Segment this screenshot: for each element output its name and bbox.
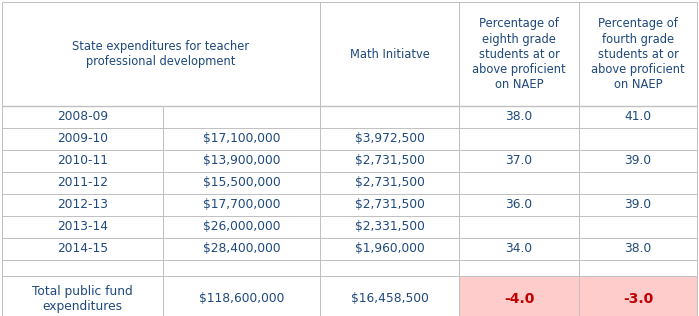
Text: 2010-11: 2010-11 bbox=[57, 155, 108, 167]
Text: -4.0: -4.0 bbox=[504, 292, 534, 306]
Text: Percentage of
fourth grade
students at or
above proficient
on NAEP: Percentage of fourth grade students at o… bbox=[591, 17, 685, 90]
Bar bbox=[579, 276, 697, 316]
Bar bbox=[2, 128, 697, 150]
Text: 2008-09: 2008-09 bbox=[57, 111, 108, 124]
Bar bbox=[2, 238, 697, 260]
Text: 38.0: 38.0 bbox=[624, 242, 651, 256]
Text: $16,458,500: $16,458,500 bbox=[351, 293, 428, 306]
Text: $3,972,500: $3,972,500 bbox=[354, 132, 424, 145]
Text: 34.0: 34.0 bbox=[505, 242, 533, 256]
Text: 37.0: 37.0 bbox=[505, 155, 533, 167]
Text: 2013-14: 2013-14 bbox=[57, 221, 108, 234]
Text: $28,400,000: $28,400,000 bbox=[203, 242, 280, 256]
Text: Math Initiatve: Math Initiatve bbox=[350, 47, 429, 60]
Text: $1,960,000: $1,960,000 bbox=[354, 242, 424, 256]
Bar bbox=[2, 106, 697, 128]
Text: $2,731,500: $2,731,500 bbox=[354, 177, 424, 190]
Text: 2009-10: 2009-10 bbox=[57, 132, 108, 145]
Text: 36.0: 36.0 bbox=[505, 198, 533, 211]
Text: $15,500,000: $15,500,000 bbox=[203, 177, 280, 190]
Bar bbox=[2, 276, 697, 316]
Bar bbox=[2, 172, 697, 194]
Text: $17,700,000: $17,700,000 bbox=[203, 198, 280, 211]
Bar bbox=[2, 150, 697, 172]
Text: $17,100,000: $17,100,000 bbox=[203, 132, 280, 145]
Text: $2,731,500: $2,731,500 bbox=[354, 198, 424, 211]
Text: $26,000,000: $26,000,000 bbox=[203, 221, 280, 234]
Bar bbox=[2, 2, 697, 106]
Text: 38.0: 38.0 bbox=[505, 111, 533, 124]
Text: $2,331,500: $2,331,500 bbox=[354, 221, 424, 234]
Text: Percentage of
eighth grade
students at or
above proficient
on NAEP: Percentage of eighth grade students at o… bbox=[473, 17, 565, 90]
Text: State expenditures for teacher
professional development: State expenditures for teacher professio… bbox=[73, 40, 250, 68]
Text: 2014-15: 2014-15 bbox=[57, 242, 108, 256]
Text: $2,731,500: $2,731,500 bbox=[354, 155, 424, 167]
Bar bbox=[2, 260, 697, 276]
Bar bbox=[2, 216, 697, 238]
Text: -3.0: -3.0 bbox=[623, 292, 653, 306]
Bar bbox=[459, 276, 579, 316]
Text: Total public fund
expenditures: Total public fund expenditures bbox=[32, 285, 133, 313]
Bar bbox=[2, 194, 697, 216]
Text: 2012-13: 2012-13 bbox=[57, 198, 108, 211]
Text: 39.0: 39.0 bbox=[624, 198, 651, 211]
Text: 41.0: 41.0 bbox=[624, 111, 651, 124]
Text: 2011-12: 2011-12 bbox=[57, 177, 108, 190]
Text: $118,600,000: $118,600,000 bbox=[199, 293, 284, 306]
Text: 39.0: 39.0 bbox=[624, 155, 651, 167]
Text: $13,900,000: $13,900,000 bbox=[203, 155, 280, 167]
